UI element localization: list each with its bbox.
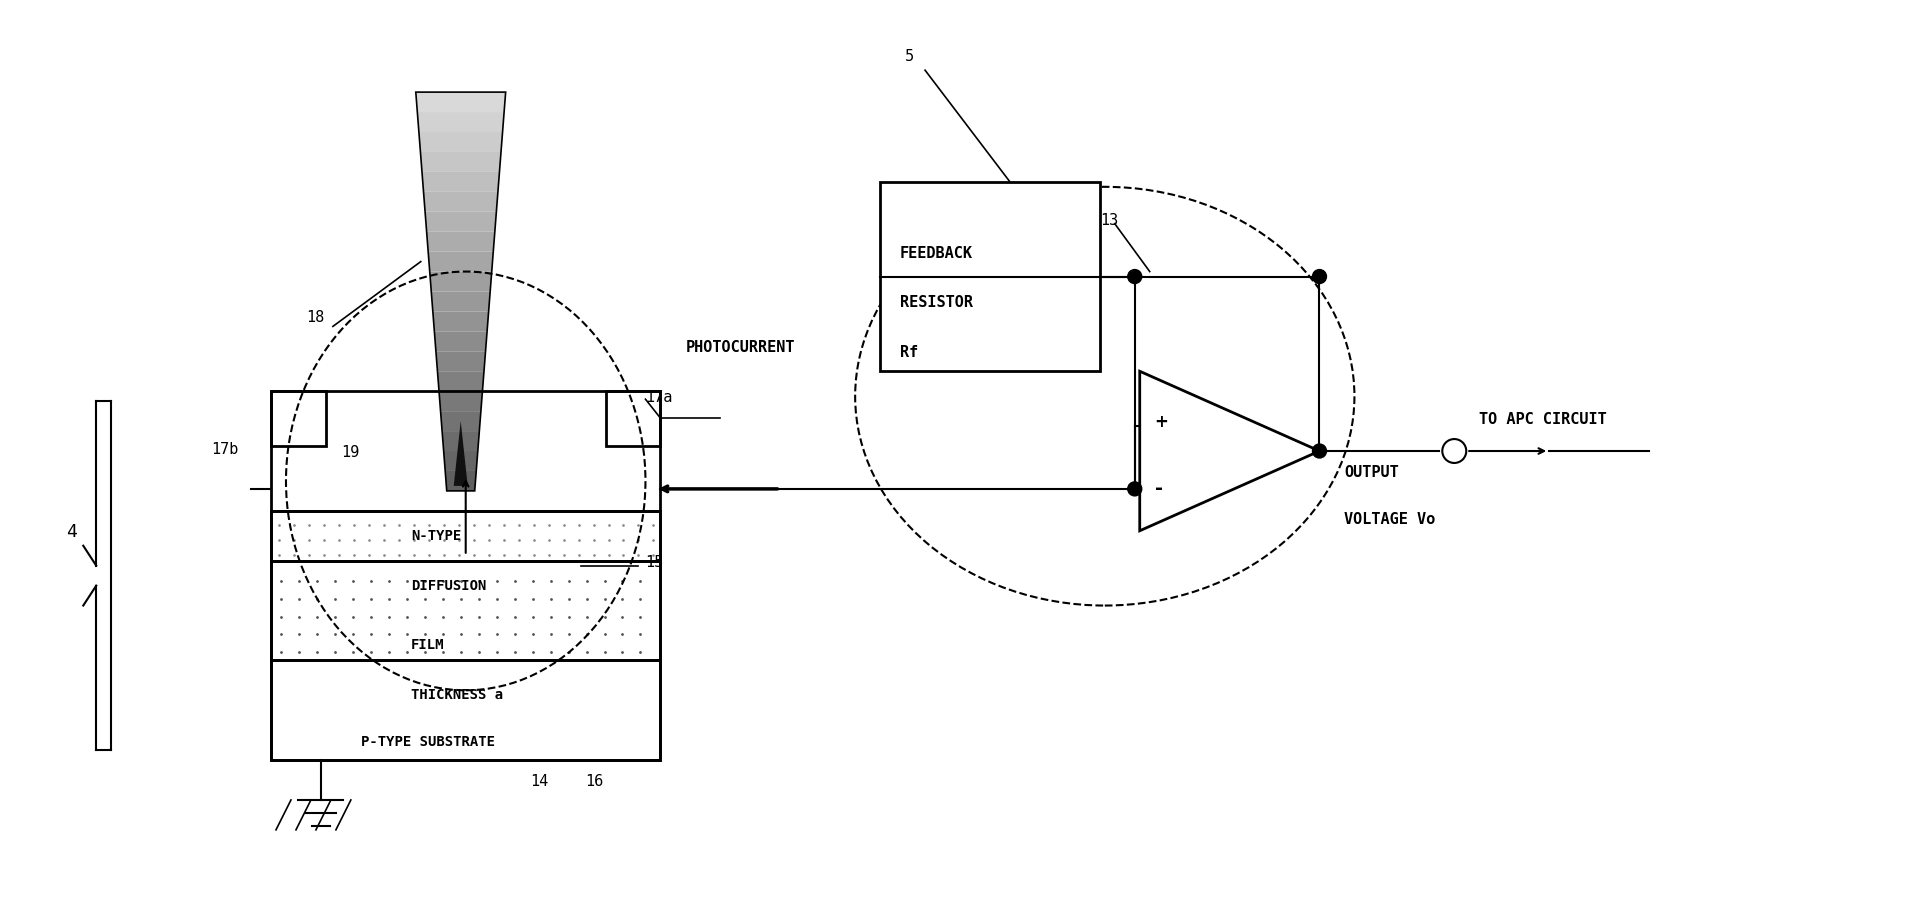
Bar — [270, 660, 660, 761]
Polygon shape — [420, 153, 501, 173]
Polygon shape — [416, 93, 506, 113]
Text: 17a: 17a — [646, 390, 673, 404]
Text: RESISTOR: RESISTOR — [900, 295, 972, 310]
Polygon shape — [424, 192, 499, 212]
Text: 13: 13 — [1099, 212, 1118, 228]
Polygon shape — [1139, 372, 1320, 531]
Polygon shape — [426, 232, 495, 252]
Polygon shape — [426, 212, 497, 232]
Polygon shape — [433, 312, 489, 332]
Bar — [606, 392, 660, 446]
Polygon shape — [439, 392, 483, 412]
Polygon shape — [432, 292, 491, 312]
Text: -: - — [1155, 478, 1162, 497]
Polygon shape — [418, 113, 504, 133]
Text: +: + — [1155, 413, 1168, 431]
Text: 15: 15 — [646, 554, 664, 569]
Text: P-TYPE SUBSTRATE: P-TYPE SUBSTRATE — [361, 734, 495, 748]
Bar — [270, 392, 326, 446]
Text: THICKNESS a: THICKNESS a — [410, 688, 503, 701]
Polygon shape — [435, 352, 485, 372]
Polygon shape — [443, 452, 478, 471]
Circle shape — [1312, 445, 1327, 458]
Polygon shape — [441, 412, 481, 432]
Text: TO APC CIRCUIT: TO APC CIRCUIT — [1479, 412, 1607, 426]
Text: 14: 14 — [531, 773, 549, 788]
Bar — [270, 561, 660, 660]
Circle shape — [1128, 483, 1141, 496]
Bar — [880, 182, 1099, 372]
Polygon shape — [433, 332, 487, 352]
Polygon shape — [455, 422, 468, 486]
Polygon shape — [437, 372, 483, 392]
Circle shape — [1312, 271, 1327, 284]
Circle shape — [1442, 440, 1465, 464]
Text: 4: 4 — [67, 522, 77, 540]
Text: PHOTOCURRENT: PHOTOCURRENT — [685, 340, 794, 355]
Text: Rf: Rf — [900, 345, 919, 360]
Polygon shape — [430, 272, 491, 292]
Text: N-TYPE: N-TYPE — [410, 528, 460, 542]
Bar — [270, 392, 660, 761]
Polygon shape — [443, 432, 480, 452]
Circle shape — [1128, 271, 1141, 284]
Polygon shape — [445, 471, 476, 491]
Bar — [270, 511, 660, 561]
Text: OUTPUT: OUTPUT — [1345, 465, 1400, 479]
Text: VOLTAGE Vo: VOLTAGE Vo — [1345, 511, 1437, 527]
Polygon shape — [422, 173, 499, 192]
Text: FEEDBACK: FEEDBACK — [900, 245, 972, 261]
Text: 5: 5 — [905, 49, 915, 64]
Polygon shape — [428, 252, 493, 272]
Text: 16: 16 — [585, 773, 604, 788]
Text: 18: 18 — [307, 310, 324, 325]
Polygon shape — [418, 133, 503, 153]
Text: 17b: 17b — [211, 442, 238, 456]
Text: FILM: FILM — [410, 638, 445, 651]
Text: DIFFUSION: DIFFUSION — [410, 578, 485, 592]
Text: 19: 19 — [341, 445, 359, 459]
